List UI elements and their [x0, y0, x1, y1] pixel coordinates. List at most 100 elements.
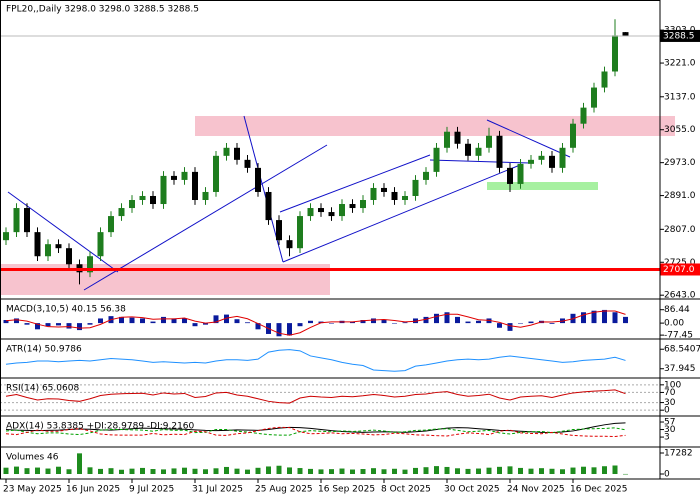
trend-lines: [7, 115, 571, 291]
indicator-bar: [476, 468, 481, 475]
x-tick-label: 16 Dec 2025: [570, 485, 628, 495]
candle-body: [286, 240, 293, 249]
candle-body: [475, 147, 482, 156]
indicator-bar: [623, 473, 628, 475]
indicator-bar: [581, 312, 586, 324]
y-tick-label: 30: [664, 398, 676, 408]
indicator-bar: [465, 321, 471, 324]
indicator-bar: [549, 468, 555, 475]
y-tick-label: 2807.0: [664, 225, 696, 235]
y-tick-label: 100: [664, 380, 681, 390]
x-tick-label: 31 Jul 2025: [192, 485, 243, 495]
x-tick-label: 30 Oct 2025: [444, 485, 500, 495]
candle-body: [160, 175, 167, 205]
candle-body: [3, 232, 9, 241]
candle-body: [612, 35, 618, 72]
last-price-label: 3288.5: [663, 31, 695, 41]
indicator-bar: [161, 316, 166, 324]
indicator-bar: [329, 469, 334, 475]
candle-body: [507, 167, 513, 184]
horizontal-line-box: [660, 263, 700, 276]
candle-body: [55, 244, 62, 249]
drawn-objects: [0, 115, 675, 295]
candle-body: [276, 220, 282, 241]
y-tick-label: 0: [664, 406, 670, 416]
y-tick-label: 86.44: [664, 305, 690, 315]
indicator-bar: [287, 467, 292, 475]
indicator-bar: [539, 468, 544, 475]
horizontal-line-label: 2707.0: [663, 265, 695, 275]
trend-line: [282, 164, 521, 263]
indicator-bar: [255, 467, 261, 475]
indicator-bar: [192, 323, 198, 327]
candle-body: [591, 87, 597, 108]
candle-body: [570, 123, 576, 148]
y-tick-label: 30: [664, 425, 676, 435]
indicator-bar: [518, 323, 523, 324]
x-tick-label: 23 May 2025: [3, 485, 62, 495]
candle-body: [360, 200, 366, 209]
plot-border: [0, 0, 661, 480]
x-tick-label: 16 Jun 2025: [66, 485, 120, 495]
y-tick-label: 2643.0: [664, 291, 696, 301]
indicator-bar: [371, 468, 376, 475]
y-tick-label: 70: [664, 388, 676, 398]
indicator-bar: [119, 469, 124, 475]
candle-body: [307, 208, 314, 217]
indicator-bar: [35, 467, 40, 475]
indicator-bar: [392, 323, 397, 324]
indicator-bar: [423, 467, 429, 475]
y-tick-label: 3221.0: [664, 59, 696, 69]
indicator-bar: [465, 468, 471, 475]
indicator-bar: [318, 469, 324, 475]
indicator-bar: [66, 323, 72, 329]
y-tick-label: -77.45: [664, 331, 693, 341]
candle-body: [622, 32, 629, 36]
indicator-bar: [14, 466, 19, 475]
y-tick-label: 0.00: [664, 319, 684, 329]
x-tick-label: 24 Nov 2025: [507, 485, 565, 495]
indicator-bar: [234, 319, 240, 324]
y-tick-label: 57: [664, 418, 675, 428]
indicator-bar: [444, 312, 450, 324]
indicator-bar: [77, 323, 82, 331]
panel-title: ATR(14) 50.9786: [6, 345, 82, 355]
candle-body: [538, 155, 545, 160]
indicator-bar: [434, 466, 439, 475]
candle-body: [24, 208, 30, 233]
candle-body: [318, 208, 324, 213]
indicator-bar: [203, 323, 208, 325]
candle-body: [213, 155, 219, 192]
trend-line: [279, 154, 431, 213]
trend-line: [429, 159, 531, 164]
indicator-line: [5, 422, 626, 434]
candle-body: [370, 187, 377, 201]
candle-body: [465, 143, 471, 156]
candle-body: [87, 256, 93, 273]
indicator-bar: [234, 468, 240, 475]
trend-line: [7, 191, 119, 273]
indicator-bar: [476, 320, 481, 324]
candle-body: [129, 200, 135, 209]
indicator-bar: [402, 322, 408, 324]
candle-body: [328, 212, 335, 217]
indicator-line: [5, 349, 626, 372]
candle-body: [181, 171, 188, 180]
indicator-bar: [255, 323, 261, 330]
indicator-bar: [171, 318, 177, 324]
candle-body: [118, 208, 125, 217]
indicator-bar: [98, 468, 103, 475]
indicator-bar: [497, 323, 502, 328]
x-tick-label: 8 Oct 2025: [381, 485, 431, 495]
indicator-bar: [413, 467, 418, 475]
indicator-bar: [602, 466, 607, 475]
indicator-bar: [297, 468, 303, 475]
indicator-bar: [45, 323, 51, 327]
candle-body: [339, 204, 345, 217]
indicator-bar: [87, 323, 93, 325]
indicator-bar: [612, 312, 618, 324]
indicator-bar: [129, 468, 135, 475]
y-tick-label: 17282: [664, 449, 693, 459]
indicator-bar: [245, 322, 250, 324]
indicator-bar: [581, 466, 586, 475]
